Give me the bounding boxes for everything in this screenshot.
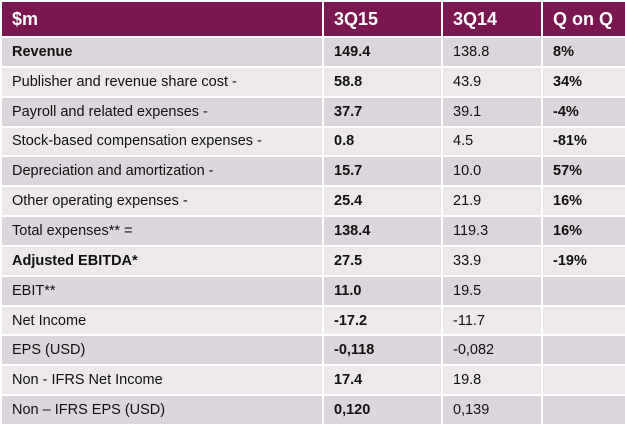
row-label: Stock-based compensation expenses - — [0, 125, 324, 158]
header-cell: $m — [0, 0, 324, 38]
table-row: EPS (USD) -0,118 -0,082 — [0, 334, 625, 367]
value-cell: 37.7 — [322, 95, 443, 128]
value-cell: 43.9 — [441, 65, 543, 98]
value-cell: 58.8 — [322, 65, 443, 98]
value-cell: 33.9 — [441, 244, 543, 277]
value-cell: -81% — [541, 125, 625, 158]
value-cell — [541, 334, 625, 367]
value-cell: 19.8 — [441, 364, 543, 397]
value-cell: 17.4 — [322, 364, 443, 397]
value-cell: -0,082 — [441, 334, 543, 367]
value-cell: 0,139 — [441, 394, 543, 426]
value-cell: 16% — [541, 185, 625, 218]
value-cell — [541, 394, 625, 426]
value-cell: 25.4 — [322, 185, 443, 218]
row-label: Depreciation and amortization - — [0, 155, 324, 188]
value-cell: -19% — [541, 244, 625, 277]
value-cell: 8% — [541, 36, 625, 68]
value-cell: 0,120 — [322, 394, 443, 426]
table-row: EBIT** 11.0 19.5 — [0, 274, 625, 307]
table-row: Stock-based compensation expenses -0.8 4.… — [0, 125, 625, 158]
value-cell: 4.5 — [441, 125, 543, 158]
table-header: $m 3Q15 3Q14 Q on Q — [0, 0, 625, 38]
value-cell: 119.3 — [441, 215, 543, 247]
value-cell: 149.4 — [322, 36, 443, 68]
value-cell: 15.7 — [322, 155, 443, 188]
row-label: Net Income — [0, 304, 324, 337]
row-label: Non – IFRS EPS (USD) — [0, 394, 324, 426]
value-cell — [541, 364, 625, 397]
table-row: Payroll and related expenses -37.7 39.1 -4… — [0, 95, 625, 128]
row-label: Publisher and revenue share cost - — [0, 65, 324, 98]
value-cell: 138.8 — [441, 36, 543, 68]
table-row: Net Income -17.2 -11.7 — [0, 304, 625, 337]
row-label: Revenue — [0, 36, 324, 68]
value-cell: 16% — [541, 215, 625, 247]
row-label: Payroll and related expenses - — [0, 95, 324, 128]
value-cell: 11.0 — [322, 274, 443, 307]
header-cell: 3Q14 — [441, 0, 543, 38]
table-row: Revenue 149.4 138.8 8% — [0, 36, 625, 68]
value-cell — [541, 304, 625, 337]
header-cell: Q on Q — [541, 0, 625, 38]
value-cell: 34% — [541, 65, 625, 98]
table-row: Adjusted EBITDA* 27.5 33.9 -19% — [0, 244, 625, 277]
table-row: Other operating expenses -25.4 21.9 16% — [0, 185, 625, 218]
table-row: Depreciation and amortization -15.7 10.0 5… — [0, 155, 625, 188]
table-row: Non – IFRS EPS (USD) 0,120 0,139 — [0, 394, 625, 426]
row-label: Adjusted EBITDA* — [0, 244, 324, 277]
header-cell: 3Q15 — [322, 0, 443, 38]
value-cell: 0.8 — [322, 125, 443, 158]
value-cell: -11.7 — [441, 304, 543, 337]
header-row: $m 3Q15 3Q14 Q on Q — [0, 0, 625, 38]
table-row: Non - IFRS Net Income 17.4 19.8 — [0, 364, 625, 397]
row-label: EBIT** — [0, 274, 324, 307]
row-label: Non - IFRS Net Income — [0, 364, 324, 397]
value-cell — [541, 274, 625, 307]
value-cell: -4% — [541, 95, 625, 128]
value-cell: 21.9 — [441, 185, 543, 218]
table-row: Total expenses** = 138.4 119.3 16% — [0, 215, 625, 247]
table-body: Revenue 149.4 138.8 8% Publisher and revenue… — [0, 36, 625, 426]
value-cell: -17.2 — [322, 304, 443, 337]
row-label: EPS (USD) — [0, 334, 324, 367]
value-cell: 10.0 — [441, 155, 543, 188]
value-cell: 19.5 — [441, 274, 543, 307]
value-cell: 138.4 — [322, 215, 443, 247]
row-label: Total expenses** = — [0, 215, 324, 247]
value-cell: 27.5 — [322, 244, 443, 277]
value-cell: 39.1 — [441, 95, 543, 128]
table-row: Publisher and revenue share cost -58.8 43… — [0, 65, 625, 98]
value-cell: 57% — [541, 155, 625, 188]
value-cell: -0,118 — [322, 334, 443, 367]
row-label: Other operating expenses - — [0, 185, 324, 218]
